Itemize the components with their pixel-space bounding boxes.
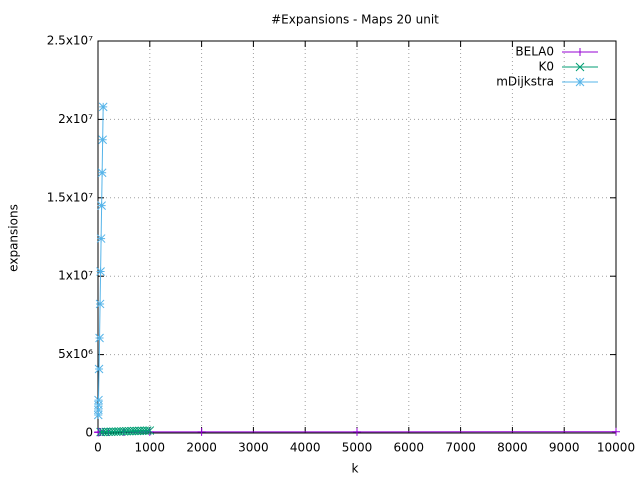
point-marker bbox=[94, 364, 104, 374]
point-marker bbox=[96, 267, 105, 276]
x-tick-label: 9000 bbox=[549, 441, 580, 455]
point-marker bbox=[94, 400, 103, 410]
point-marker bbox=[575, 62, 585, 72]
point-marker bbox=[197, 427, 206, 436]
point-marker bbox=[97, 201, 106, 210]
legend-label: BELA0 bbox=[515, 45, 554, 59]
chart-title: #Expansions - Maps 20 unit bbox=[271, 13, 439, 27]
legend-label: K0 bbox=[538, 60, 554, 74]
point-marker bbox=[98, 102, 108, 112]
point-marker bbox=[94, 405, 103, 415]
x-tick-label: 8000 bbox=[497, 441, 528, 455]
y-tick-label: 1x10⁷ bbox=[58, 269, 93, 283]
y-tick-label: 0 bbox=[85, 426, 93, 440]
point-marker bbox=[576, 48, 584, 56]
point-marker bbox=[95, 333, 104, 343]
x-tick-label: 4000 bbox=[290, 441, 321, 455]
x-tick-label: 6000 bbox=[394, 441, 425, 455]
y-tick-label: 2x10⁷ bbox=[58, 112, 93, 126]
x-tick-label: 2000 bbox=[186, 441, 217, 455]
y-tick-label: 2.5x10⁷ bbox=[47, 34, 93, 48]
x-tick-label: 1000 bbox=[135, 441, 166, 455]
x-tick-label: 7000 bbox=[445, 441, 476, 455]
x-tick-label: 3000 bbox=[238, 441, 269, 455]
point-marker bbox=[145, 426, 155, 435]
point-marker bbox=[94, 395, 103, 405]
legend-label: mDijkstra bbox=[496, 75, 554, 89]
point-marker bbox=[145, 427, 154, 436]
point-marker bbox=[142, 426, 152, 436]
point-marker bbox=[612, 427, 620, 436]
point-marker bbox=[353, 427, 361, 436]
y-tick-label: 1.5x10⁷ bbox=[47, 190, 93, 204]
point-marker bbox=[97, 168, 107, 178]
y-axis-label: expansions bbox=[7, 204, 21, 272]
x-axis-label: k bbox=[352, 462, 359, 476]
point-marker bbox=[575, 77, 585, 87]
point-marker bbox=[96, 234, 106, 243]
y-tick-label: 5x10⁶ bbox=[58, 347, 93, 361]
point-marker bbox=[93, 410, 103, 420]
x-tick-label: 10000 bbox=[597, 441, 635, 455]
point-marker bbox=[95, 299, 105, 309]
point-marker bbox=[98, 135, 108, 145]
x-tick-label: 5000 bbox=[342, 441, 373, 455]
x-tick-label: 0 bbox=[94, 441, 102, 455]
